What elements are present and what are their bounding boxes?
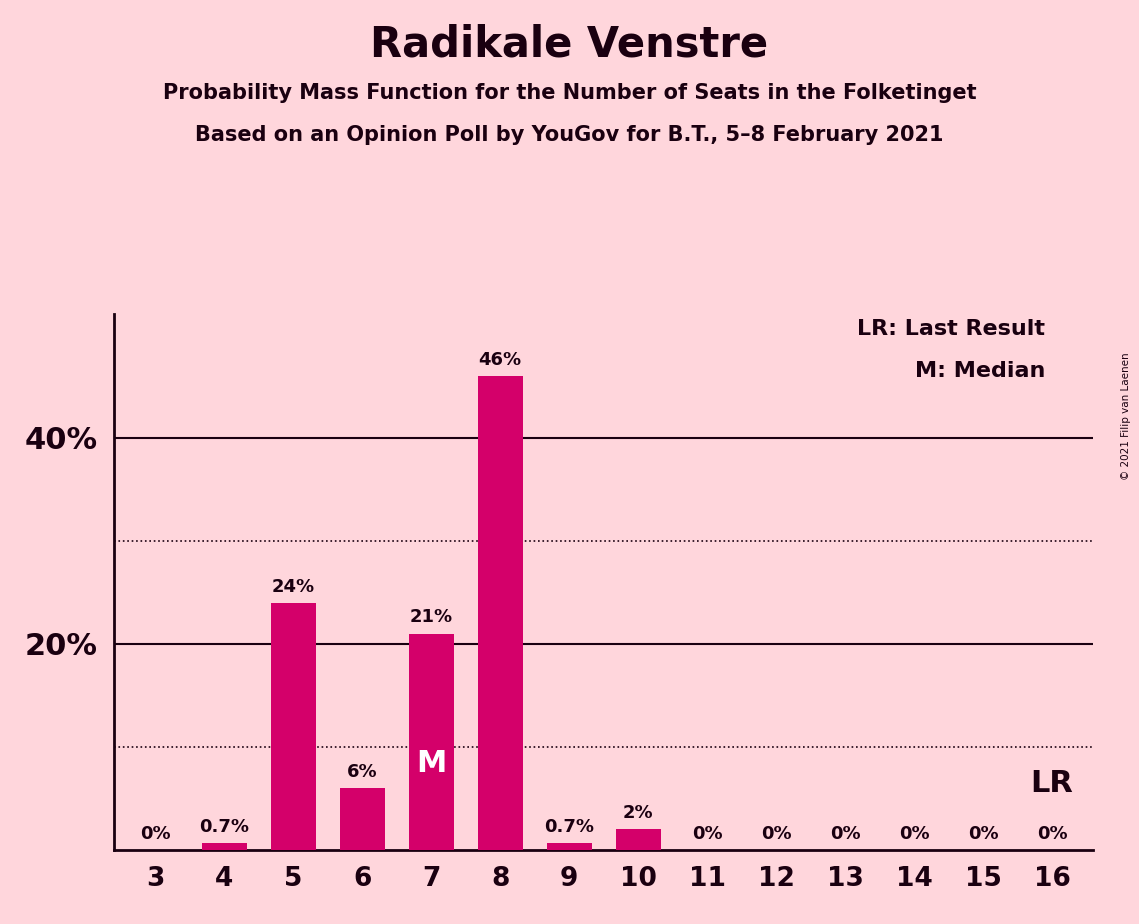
Text: LR: Last Result: LR: Last Result <box>858 320 1046 339</box>
Text: 6%: 6% <box>347 763 377 781</box>
Bar <box>616 830 661 850</box>
Text: © 2021 Filip van Laenen: © 2021 Filip van Laenen <box>1121 352 1131 480</box>
Text: Radikale Venstre: Radikale Venstre <box>370 23 769 65</box>
Text: 0%: 0% <box>830 825 860 843</box>
Text: 0.7%: 0.7% <box>199 818 249 835</box>
Text: M: M <box>416 749 446 778</box>
Text: 0%: 0% <box>140 825 171 843</box>
Text: 0%: 0% <box>899 825 929 843</box>
Bar <box>547 843 591 850</box>
Text: 2%: 2% <box>623 804 654 822</box>
Text: 0.7%: 0.7% <box>544 818 595 835</box>
Text: 21%: 21% <box>410 608 453 626</box>
Text: 0%: 0% <box>968 825 999 843</box>
Text: Based on an Opinion Poll by YouGov for B.T., 5–8 February 2021: Based on an Opinion Poll by YouGov for B… <box>195 125 944 145</box>
Text: 46%: 46% <box>478 351 522 369</box>
Bar <box>271 602 316 850</box>
Bar <box>339 788 385 850</box>
Text: 0%: 0% <box>761 825 792 843</box>
Text: LR: LR <box>1031 769 1073 797</box>
Bar <box>409 634 453 850</box>
Bar <box>477 376 523 850</box>
Text: Probability Mass Function for the Number of Seats in the Folketinget: Probability Mass Function for the Number… <box>163 83 976 103</box>
Text: M: Median: M: Median <box>915 360 1046 381</box>
Bar <box>202 843 247 850</box>
Text: 0%: 0% <box>691 825 722 843</box>
Text: 24%: 24% <box>272 578 314 596</box>
Text: 0%: 0% <box>1036 825 1067 843</box>
